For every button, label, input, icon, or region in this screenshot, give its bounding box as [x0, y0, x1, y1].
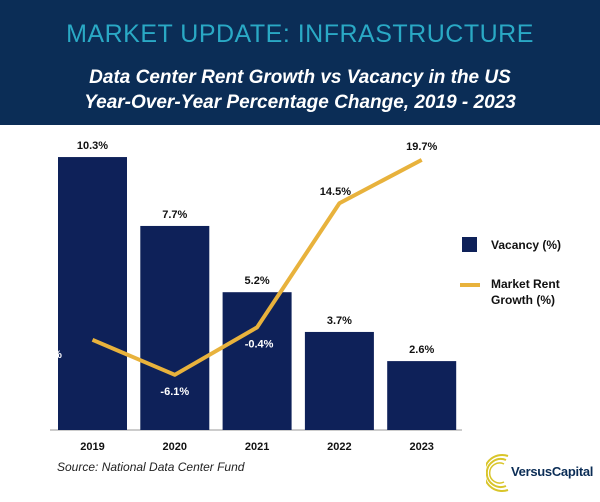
line-label-2019: -1.9% — [33, 349, 62, 361]
source-note: Source: National Data Center Fund — [57, 460, 245, 474]
versus-capital-logo-icon — [486, 454, 509, 492]
chart-subtitle-2: Year-Over-Year Percentage Change, 2019 -… — [84, 92, 516, 113]
logo-text: VersusCapital — [511, 464, 594, 479]
legend-vacancy: Vacancy (%) — [491, 238, 562, 252]
line-label-2023: 19.7% — [406, 141, 437, 153]
line-label-2022: 14.5% — [320, 186, 351, 198]
x-tick-2019: 2019 — [80, 441, 104, 453]
x-tick-2021: 2021 — [245, 441, 269, 453]
legend-rent: Market Rent — [491, 277, 560, 291]
chart: 10.3% 2019 7.7% 2020 5.2% 2021 3.7% 2022 2.6% 202… — [33, 140, 462, 453]
chart-subtitle: Data Center Rent Growth vs Vacancy in th… — [89, 67, 511, 88]
x-tick-2022: 2022 — [327, 441, 351, 453]
bar-label-2020: 7.7% — [162, 209, 187, 221]
bar-2023 — [387, 361, 457, 430]
page-title: MARKET UPDATE: INFRASTRUCTURE — [66, 20, 534, 48]
bar-label-2021: 5.2% — [245, 275, 270, 287]
bar-2019 — [58, 157, 127, 431]
bar-2021 — [222, 292, 292, 430]
legend-swatch-vacancy — [462, 237, 477, 252]
bar-label-2019: 10.3% — [77, 140, 108, 152]
legend-rent-2: Growth (%) — [491, 293, 555, 307]
bar-label-2022: 3.7% — [327, 315, 352, 327]
bar-label-2023: 2.6% — [409, 344, 434, 356]
x-tick-2023: 2023 — [409, 441, 433, 453]
legend-swatch-rent — [460, 283, 480, 287]
x-tick-2020: 2020 — [163, 441, 187, 453]
bar-2022 — [304, 331, 374, 430]
bar-2020 — [140, 225, 210, 430]
line-label-2021: -0.4% — [245, 338, 274, 350]
line-label-2020: -6.1% — [160, 386, 189, 398]
header-banner: MARKET UPDATE: INFRASTRUCTURE Data Cente… — [0, 0, 600, 125]
